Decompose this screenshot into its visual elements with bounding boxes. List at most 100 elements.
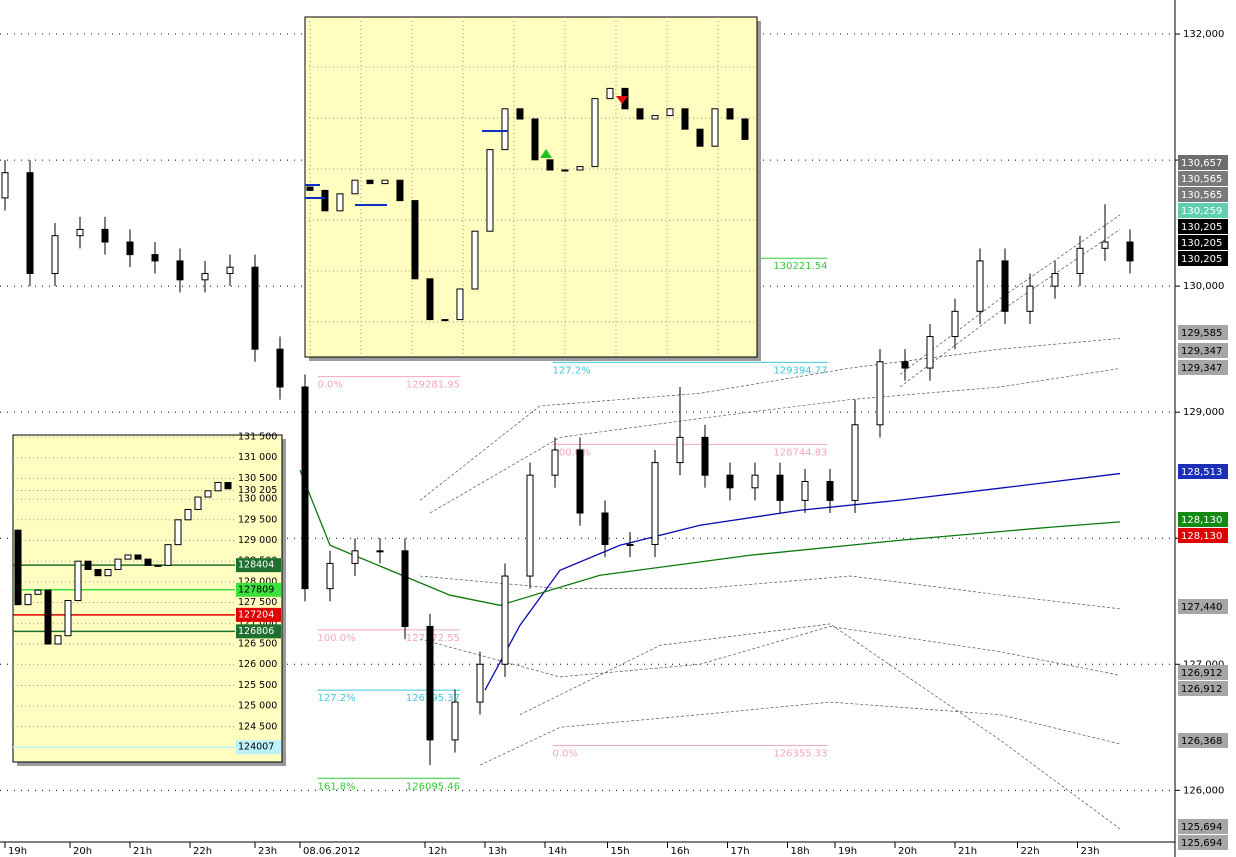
trade-marker xyxy=(540,149,552,158)
candle-body xyxy=(214,482,222,492)
x-tick-label: 20h xyxy=(73,846,92,857)
candle-body xyxy=(74,560,82,602)
candle-body xyxy=(741,118,749,140)
fib-price: 128744.83 xyxy=(773,447,827,458)
y-tick-label: 124 500 xyxy=(238,721,277,732)
price-tag xyxy=(1178,464,1228,479)
candle-body xyxy=(711,108,719,147)
candle-body xyxy=(101,228,109,243)
candle-body xyxy=(561,169,569,172)
candle-body xyxy=(751,474,759,489)
candle-body xyxy=(546,159,554,171)
y-tick-label: 126,000 xyxy=(1183,785,1224,796)
price-tag xyxy=(1178,835,1228,850)
level-tag-label: 128404 xyxy=(238,560,274,571)
candle-body xyxy=(24,593,32,606)
candle-body xyxy=(526,474,534,577)
candle-body xyxy=(54,635,62,645)
indicator-line xyxy=(419,338,1121,501)
price-tag-label: 129,347 xyxy=(1181,346,1222,357)
candle-body xyxy=(251,266,259,350)
price-tag-label: 129,585 xyxy=(1181,328,1222,339)
candle-body xyxy=(451,701,459,741)
candle-body xyxy=(376,550,384,553)
y-tick-label: 129,000 xyxy=(1183,407,1224,418)
candle-body xyxy=(164,544,172,566)
fib-percent: 100.0% xyxy=(553,447,591,458)
candle-body xyxy=(701,436,709,476)
candle-body xyxy=(194,496,202,510)
x-tick-label: 12h xyxy=(428,846,447,857)
candle-body xyxy=(301,386,309,590)
price-tag xyxy=(1178,681,1228,696)
fib-percent: 127.2% xyxy=(553,365,591,376)
candle-body xyxy=(726,108,734,120)
price-tag-label: 130,259 xyxy=(1181,206,1222,217)
y-tick-label: 126 500 xyxy=(238,639,277,650)
y-tick-label: 131 000 xyxy=(238,452,277,463)
candle-body xyxy=(441,319,449,322)
fib-price: 126355.33 xyxy=(773,749,827,760)
price-tag xyxy=(1178,343,1228,358)
y-tick-label: 132,000 xyxy=(1183,29,1224,40)
price-tag-label: 130,205 xyxy=(1181,238,1222,249)
candle-body xyxy=(876,361,884,426)
x-tick-label: 23h xyxy=(1081,846,1100,857)
candle-body xyxy=(351,550,359,564)
x-tick-label: 22h xyxy=(193,846,212,857)
x-tick-label: 19h xyxy=(838,846,857,857)
candle-body xyxy=(94,568,102,577)
candle-body xyxy=(676,436,684,464)
y-tick-label: 125 000 xyxy=(238,701,277,712)
candle-body xyxy=(531,118,539,161)
candle-body xyxy=(411,200,419,280)
price-tag xyxy=(1178,599,1228,614)
x-tick-label: 17h xyxy=(731,846,750,857)
indicator-line xyxy=(419,626,1121,678)
candle-body xyxy=(626,544,634,547)
price-tag-label: 130,565 xyxy=(1181,174,1222,185)
fib-price: 129394.77 xyxy=(773,365,827,376)
level-tag-label: 126806 xyxy=(238,626,274,637)
x-tick-label: 08.06.2012 xyxy=(303,846,360,857)
x-tick-label: 23h xyxy=(258,846,277,857)
candle-body xyxy=(154,564,162,567)
indicator-line xyxy=(429,368,1121,514)
candle-body xyxy=(801,481,809,501)
candle-body xyxy=(336,193,344,212)
x-tick-label: 18h xyxy=(791,846,810,857)
level-tag xyxy=(236,558,281,573)
candle-body xyxy=(636,108,644,120)
price-tag xyxy=(1178,665,1228,680)
candle-body xyxy=(776,474,784,501)
price-tag xyxy=(1178,219,1228,234)
candle-body xyxy=(34,589,42,595)
fib-percent: 0.0% xyxy=(318,380,343,391)
candle-body xyxy=(926,336,934,369)
candle-body xyxy=(851,424,859,501)
price-tag-label: 126,912 xyxy=(1181,668,1222,679)
y-tick-label: 130 500 xyxy=(238,473,277,484)
price-tag xyxy=(1178,733,1228,748)
candle-body xyxy=(151,254,159,262)
price-tag-label: 130,657 xyxy=(1181,158,1222,169)
candle-body xyxy=(84,560,92,570)
candle-body xyxy=(396,179,404,202)
candle-body xyxy=(456,288,464,321)
y-tick-label: 130 205 xyxy=(238,485,277,496)
candle-body xyxy=(501,575,509,665)
candle-body xyxy=(204,490,212,498)
level-tag xyxy=(236,607,281,622)
y-tick-label: 129 000 xyxy=(238,535,277,546)
price-tag xyxy=(1178,187,1228,202)
y-tick-label: 131 500 xyxy=(238,431,277,442)
candle-body xyxy=(681,108,689,130)
price-tag-label: 128,513 xyxy=(1181,467,1222,478)
candle-body xyxy=(486,149,494,232)
fib-price: 126095.46 xyxy=(406,781,460,792)
price-tag xyxy=(1178,251,1228,266)
price-tag-label: 125,694 xyxy=(1181,822,1222,833)
candle-body xyxy=(1051,273,1059,287)
candle-body xyxy=(326,562,334,590)
price-tag xyxy=(1178,819,1228,834)
